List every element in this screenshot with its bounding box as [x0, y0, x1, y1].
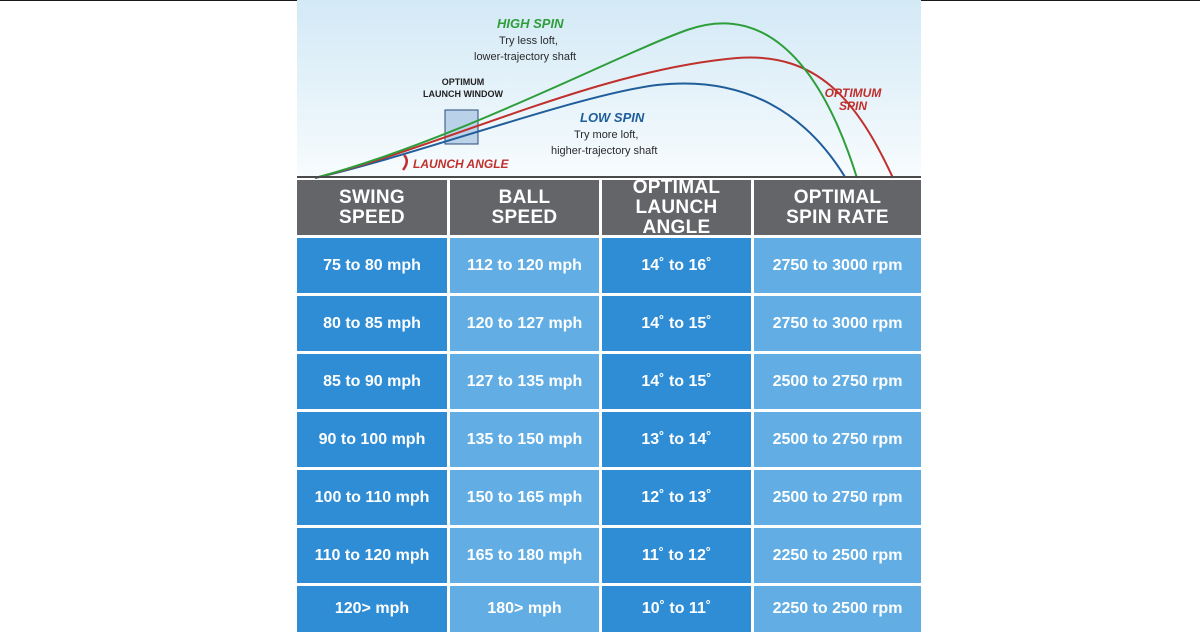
header-swing-speed-line1: SWING — [339, 186, 405, 208]
trajectory-diagram-background — [297, 0, 921, 178]
cell-ball-speed: 135 to 150 mph — [450, 412, 599, 467]
header-launch-angle-line2: LAUNCH ANGLE — [635, 196, 718, 238]
cell-ball-speed: 120 to 127 mph — [450, 296, 599, 351]
cell-spin-rate: 2500 to 2750 rpm — [754, 412, 921, 467]
header-launch-angle-line1: OPTIMAL — [632, 176, 721, 198]
launch-window-label-line2: LAUNCH WINDOW — [423, 89, 503, 99]
low-spin-tip-line2: higher-trajectory shaft — [551, 145, 658, 157]
header-swing-speed-line2: SPEED — [339, 206, 405, 228]
high-spin-trajectory — [314, 22, 858, 179]
cell-ball-speed: 112 to 120 mph — [450, 238, 599, 293]
launch-spin-infographic: HIGH SPIN Try less loft, lower-trajector… — [297, 0, 921, 638]
cell-spin-rate: 2500 to 2750 rpm — [754, 354, 921, 409]
header-optimal-launch-angle: OPTIMAL LAUNCH ANGLE — [602, 176, 751, 238]
header-spin-rate-line2: SPIN RATE — [786, 206, 889, 228]
header-optimal-spin-rate: OPTIMAL SPIN RATE — [754, 180, 921, 235]
cell-launch-angle: 11˚ to 12˚ — [602, 528, 751, 583]
header-swing-speed: SWING SPEED — [297, 180, 447, 235]
cell-launch-angle: 14˚ to 16˚ — [602, 238, 751, 293]
low-spin-trajectory — [314, 82, 846, 179]
cell-spin-rate: 2250 to 2500 rpm — [754, 528, 921, 583]
low-spin-title: LOW SPIN — [580, 110, 645, 125]
low-spin-tip-line1: Try more loft, — [574, 129, 639, 141]
header-ball-speed-line2: SPEED — [491, 206, 558, 228]
optimum-spin-label-line2: SPIN — [838, 99, 867, 113]
cell-spin-rate: 2500 to 2750 rpm — [754, 470, 921, 525]
cell-swing-speed: 100 to 110 mph — [297, 470, 447, 525]
cell-swing-speed: 90 to 100 mph — [297, 412, 447, 467]
ground-line — [297, 176, 921, 178]
cell-swing-speed: 85 to 90 mph — [297, 354, 447, 409]
cell-swing-speed: 120> mph — [297, 586, 447, 632]
cell-swing-speed: 75 to 80 mph — [297, 238, 447, 293]
header-ball-speed: BALL SPEED — [450, 180, 599, 235]
cell-ball-speed: 150 to 165 mph — [450, 470, 599, 525]
header-ball-speed-line1: BALL — [498, 186, 551, 208]
cell-spin-rate: 2750 to 3000 rpm — [754, 238, 921, 293]
cell-launch-angle: 10˚ to 11˚ — [602, 586, 751, 632]
cell-ball-speed: 180> mph — [450, 586, 599, 632]
cell-launch-angle: 13˚ to 14˚ — [602, 412, 751, 467]
launch-angle-arc-icon — [401, 154, 408, 171]
cell-spin-rate: 2750 to 3000 rpm — [754, 296, 921, 351]
header-spin-rate-line1: OPTIMAL — [793, 186, 882, 208]
cell-ball-speed: 165 to 180 mph — [450, 528, 599, 583]
cell-launch-angle: 12˚ to 13˚ — [602, 470, 751, 525]
cell-swing-speed: 110 to 120 mph — [297, 528, 447, 583]
launch-window-label-line1: OPTIMUM — [441, 77, 485, 87]
launch-angle-label: LAUNCH ANGLE — [413, 157, 509, 171]
high-spin-tip-line2: lower-trajectory shaft — [474, 51, 577, 63]
cell-ball-speed: 127 to 135 mph — [450, 354, 599, 409]
cell-launch-angle: 14˚ to 15˚ — [602, 296, 751, 351]
optimal-launch-table: SWING SPEED BALL SPEED OPTIMAL LAUNCH ANGLE… — [297, 176, 921, 638]
cell-launch-angle: 14˚ to 15˚ — [602, 354, 751, 409]
optimum-spin-label-line1: OPTIMUM — [824, 86, 882, 100]
high-spin-title: HIGH SPIN — [497, 16, 564, 31]
cell-swing-speed: 80 to 85 mph — [297, 296, 447, 351]
high-spin-tip-line1: Try less loft, — [499, 35, 558, 47]
optimum-spin-trajectory — [314, 56, 894, 179]
cell-spin-rate: 2250 to 2500 rpm — [754, 586, 921, 632]
trajectory-diagram — [314, 22, 894, 179]
